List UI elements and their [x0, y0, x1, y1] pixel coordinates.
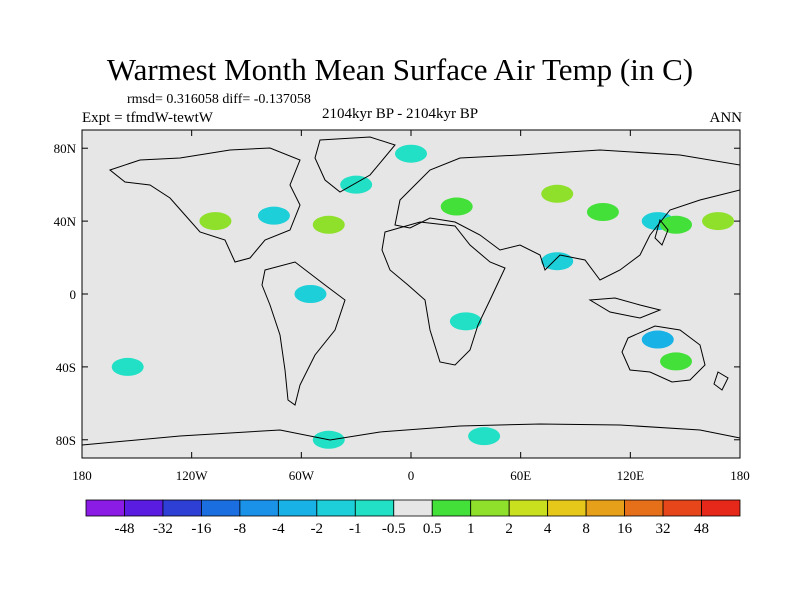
colorbar-bin [316, 499, 356, 517]
colorbar-label: -0.5 [382, 521, 406, 537]
anomaly-patch [395, 144, 427, 163]
colorbar-bin [201, 499, 241, 517]
x-tick-label: 0 [408, 468, 415, 483]
coast-greenland [314, 136, 396, 193]
coast-indonesia [588, 297, 662, 319]
stats-text: rmsd= 0.316058 diff= -0.137058 [127, 92, 311, 107]
anomaly-patch [111, 357, 144, 376]
colorbar-label: -32 [153, 521, 173, 537]
colorbar-label: 48 [694, 521, 709, 537]
x-tick-label: 60W [289, 468, 315, 483]
x-tick-label: 120W [176, 468, 209, 483]
anomaly-patch [660, 215, 693, 234]
colorbar-label: 4 [544, 521, 552, 537]
coast-japan [654, 218, 669, 246]
colorbar-bin [277, 499, 318, 517]
anomaly-patch [294, 285, 327, 303]
anomaly-patch [312, 215, 345, 234]
coast-new-zealand [713, 371, 729, 391]
anomaly-patch [541, 252, 574, 271]
colorbar-bin [239, 499, 279, 517]
colorbar-bin [431, 499, 472, 517]
experiment-label: Expt = tfmdW-tewtW [82, 110, 213, 126]
colorbar-bin [701, 499, 741, 517]
x-tick-label: 180 [72, 468, 92, 483]
colorbar-bin [662, 499, 702, 517]
x-tick-label: 60E [510, 468, 531, 483]
anomaly-patch [440, 197, 473, 216]
chart-title: Warmest Month Mean Surface Air Temp (in … [106, 52, 694, 87]
anomaly-patch [641, 330, 674, 349]
season-label: ANN [709, 110, 743, 126]
colorbar-bin [354, 499, 395, 517]
axes: 180 120W 60W 0 60E 120E 180 80N 40N 0 40S 80S [54, 130, 750, 483]
y-tick-label: 80N [54, 141, 77, 156]
colorbar: -48 -32 -16 -8 -4 -2 -1 -0.5 0.5 1 2 4 8 16 32 48 [85, 499, 741, 537]
colorbar-bin [85, 499, 125, 517]
colorbar-label: 0.5 [423, 521, 442, 537]
coast-australia [621, 325, 706, 383]
x-tick-label: 120E [617, 468, 645, 483]
anomaly-patch [586, 203, 619, 221]
colorbar-label: 1 [467, 521, 475, 537]
coast-antarctica [81, 423, 741, 446]
colorbar-bin [547, 499, 587, 517]
colorbar-label: -4 [272, 521, 285, 537]
colorbar-label: 2 [505, 521, 513, 537]
anomaly-patch [702, 212, 735, 231]
colorbar-label: -16 [191, 521, 211, 537]
colorbar-bin [585, 499, 625, 517]
colorbar-bin [470, 499, 510, 517]
anomaly-patch [468, 427, 501, 446]
y-tick-label: 80S [56, 433, 76, 448]
colorbar-label: -1 [349, 521, 362, 537]
colorbar-label: 16 [617, 521, 633, 537]
y-tick-label: 0 [70, 287, 77, 302]
colorbar-label: -48 [114, 521, 134, 537]
x-tick-label: 180 [730, 468, 750, 483]
y-tick-label: 40S [56, 360, 76, 375]
colorbar-label: 32 [656, 521, 671, 537]
anomaly-patch [449, 312, 482, 331]
period-label: 2104kyr BP - 2104kyr BP [322, 106, 479, 122]
colorbar-bin [624, 499, 664, 517]
anomaly-patch [541, 184, 574, 203]
anomaly-patch [660, 352, 693, 371]
plot-background [82, 130, 740, 458]
coastlines [81, 136, 741, 446]
anomaly-patch [340, 175, 373, 194]
coast-north-america [108, 147, 301, 263]
anomaly-patch [257, 206, 290, 225]
colorbar-label: -8 [234, 521, 247, 537]
colorbar-bin [162, 499, 202, 517]
coast-africa [381, 221, 506, 366]
coast-south-america [261, 261, 346, 406]
colorbar-bin [393, 499, 433, 517]
colorbar-bin [124, 499, 164, 517]
colorbar-label: -2 [311, 521, 324, 537]
colorbar-bin [508, 499, 549, 517]
anomaly-patch [199, 212, 232, 231]
coast-eurasia [394, 149, 741, 281]
colorbar-label: 8 [582, 521, 590, 537]
y-tick-label: 40N [54, 214, 77, 229]
